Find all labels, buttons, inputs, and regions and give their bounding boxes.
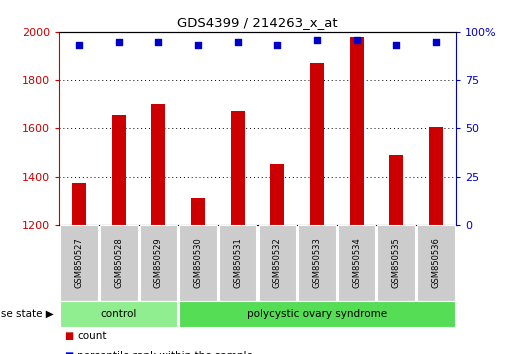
- Point: [432, 39, 440, 44]
- Text: GSM850535: GSM850535: [392, 238, 401, 288]
- Bar: [429, 127, 443, 225]
- Point: [234, 39, 242, 44]
- Text: GSM850529: GSM850529: [154, 238, 163, 288]
- Title: GDS4399 / 214263_x_at: GDS4399 / 214263_x_at: [177, 16, 338, 29]
- Text: GSM850528: GSM850528: [114, 238, 123, 288]
- Point: [352, 37, 360, 42]
- Text: percentile rank within the sample: percentile rank within the sample: [77, 351, 253, 354]
- Text: disease state ▶: disease state ▶: [0, 309, 54, 319]
- Bar: [72, 183, 86, 225]
- Text: GSM850527: GSM850527: [75, 238, 83, 288]
- Point: [75, 42, 83, 48]
- Text: GSM850530: GSM850530: [194, 238, 202, 288]
- Point: [154, 39, 163, 44]
- Text: count: count: [77, 331, 107, 341]
- Bar: [310, 63, 324, 225]
- Point: [313, 37, 321, 42]
- Bar: [191, 198, 205, 225]
- Bar: [389, 155, 403, 225]
- Text: GSM850531: GSM850531: [233, 238, 242, 288]
- Point: [194, 42, 202, 48]
- Text: GSM850536: GSM850536: [432, 238, 440, 288]
- Point: [392, 42, 401, 48]
- Point: [273, 42, 281, 48]
- Text: ■: ■: [64, 351, 74, 354]
- Bar: [231, 112, 245, 225]
- Text: polycystic ovary syndrome: polycystic ovary syndrome: [247, 309, 387, 319]
- Text: GSM850534: GSM850534: [352, 238, 361, 288]
- Bar: [350, 37, 364, 225]
- Text: ■: ■: [64, 331, 74, 341]
- Bar: [270, 165, 284, 225]
- Bar: [112, 115, 126, 225]
- Text: GSM850533: GSM850533: [313, 238, 321, 288]
- Text: control: control: [100, 309, 137, 319]
- Point: [114, 39, 123, 44]
- Text: GSM850532: GSM850532: [273, 238, 282, 288]
- Bar: [151, 104, 165, 225]
